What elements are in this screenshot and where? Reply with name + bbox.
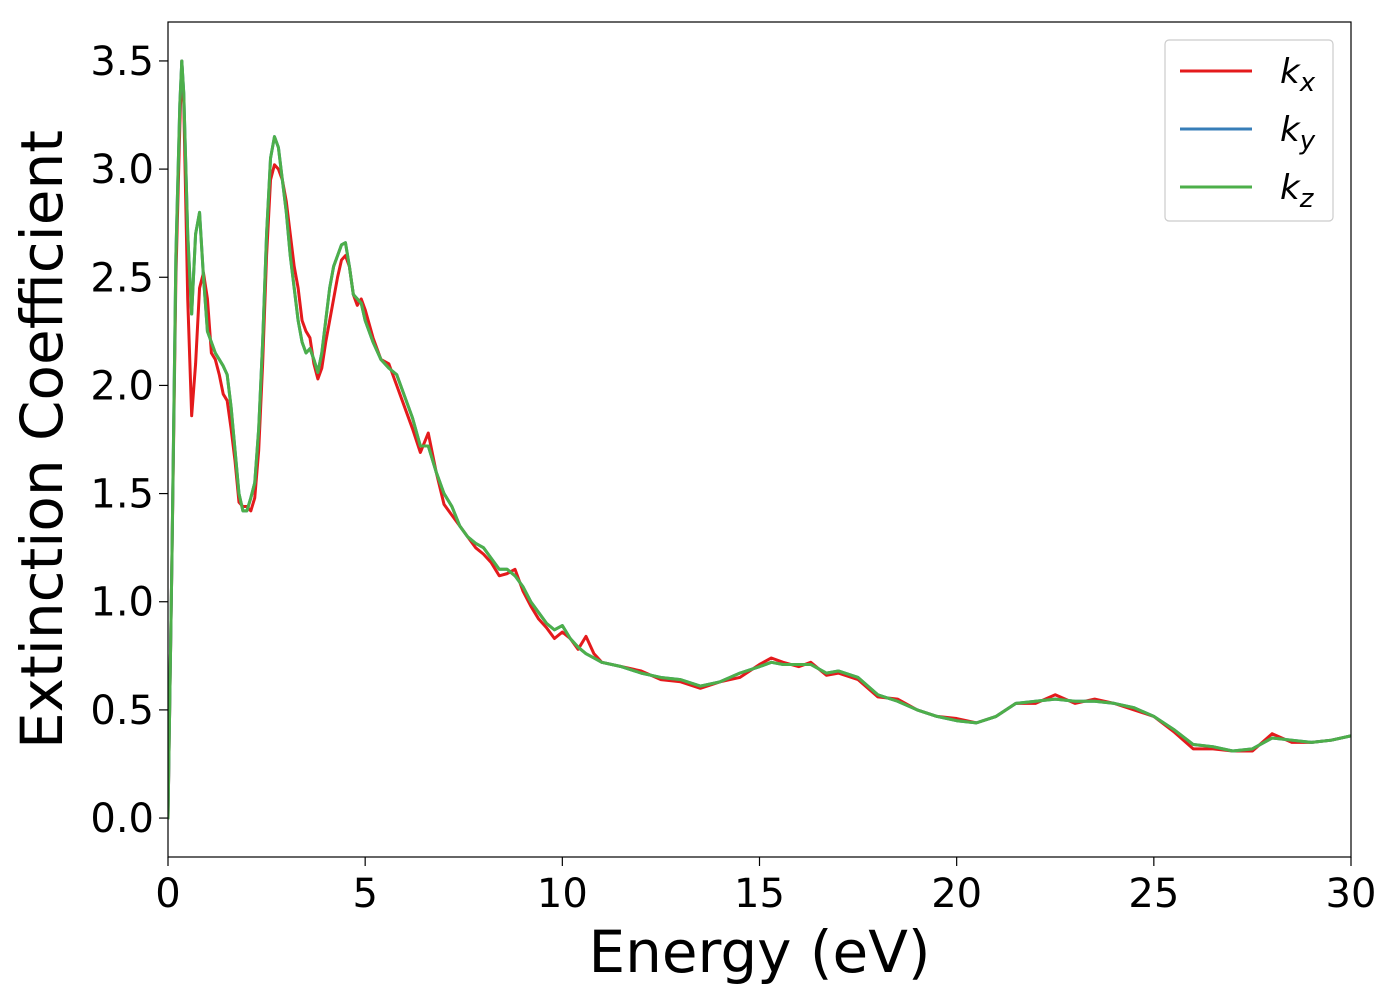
y-tick-label: 2.5	[90, 255, 154, 301]
y-tick-label: 1.5	[90, 472, 154, 518]
legend: kx ky kz	[1164, 39, 1334, 222]
x-tick-label: 30	[1326, 871, 1377, 917]
tick-layer: 0 5 10 15 20 25 30 0.0 0.5 1.0 1.5 2.0 2.5 3.0 3.5	[90, 39, 1376, 917]
legend-label-z: kz	[1280, 168, 1315, 214]
y-tick-label: 2.0	[90, 363, 154, 409]
y-tick-label: 1.0	[90, 580, 154, 626]
series-layer	[168, 59, 1351, 820]
y-tick-label: 3.0	[90, 147, 154, 193]
legend-label-y: ky	[1280, 110, 1316, 156]
series-line-z	[168, 59, 1351, 820]
y-axis-title: Extinction Coefficient	[8, 130, 76, 749]
x-axis-title: Energy (eV)	[588, 918, 930, 986]
x-tick-label: 5	[352, 871, 377, 917]
x-tick-label: 10	[537, 871, 588, 917]
series-line-x	[168, 59, 1351, 820]
y-tick-label: 0.5	[90, 688, 154, 734]
y-tick-label: 0.0	[90, 796, 154, 842]
x-tick-label: 0	[155, 871, 180, 917]
y-tick-label: 3.5	[90, 39, 154, 85]
x-tick-label: 15	[734, 871, 785, 917]
x-tick-label: 25	[1128, 871, 1179, 917]
x-tick-label: 20	[931, 871, 982, 917]
legend-label-x: kx	[1280, 52, 1316, 98]
